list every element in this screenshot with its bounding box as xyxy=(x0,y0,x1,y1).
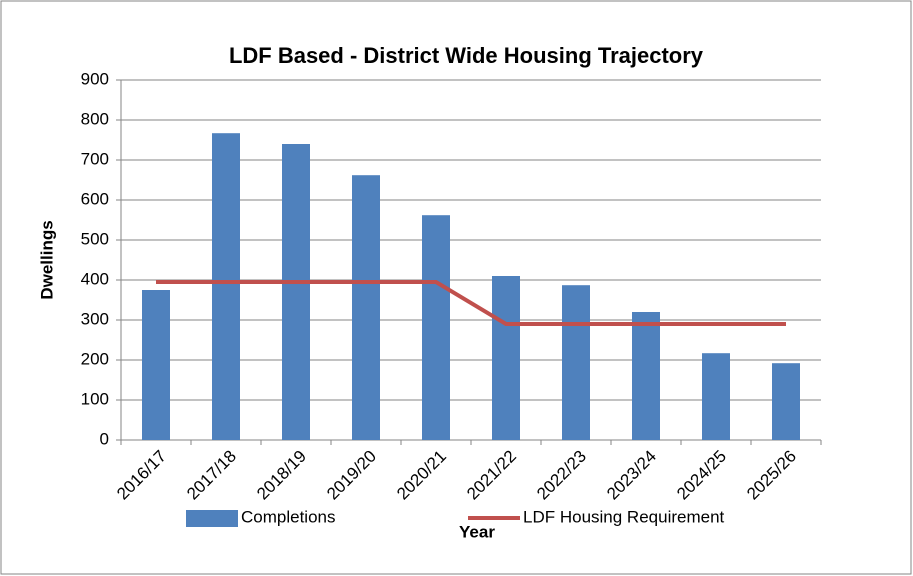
bar xyxy=(422,215,450,440)
x-axis-label: Year xyxy=(459,522,495,541)
bar xyxy=(632,312,660,440)
bar xyxy=(772,363,800,440)
y-tick-label: 0 xyxy=(100,429,109,448)
y-tick-label: 900 xyxy=(81,69,109,88)
bar xyxy=(142,290,170,440)
y-tick-label: 700 xyxy=(81,149,109,168)
legend-swatch xyxy=(186,510,238,527)
y-axis-label: Dwellings xyxy=(37,220,56,299)
line xyxy=(156,280,786,326)
bar xyxy=(492,276,520,440)
y-tick-label: 300 xyxy=(81,309,109,328)
legend-label: LDF Housing Requirement xyxy=(523,507,725,526)
legend-label: Completions xyxy=(241,507,336,526)
y-tick-label: 600 xyxy=(81,189,109,208)
y-tick-label: 100 xyxy=(81,389,109,408)
chart-title: LDF Based - District Wide Housing Trajec… xyxy=(229,43,704,68)
bar xyxy=(212,133,240,440)
y-tick-label: 400 xyxy=(81,269,109,288)
y-tick-label: 500 xyxy=(81,229,109,248)
bar xyxy=(282,144,310,440)
y-tick-label: 800 xyxy=(81,109,109,128)
y-tick-label: 200 xyxy=(81,349,109,368)
bar xyxy=(352,175,380,440)
bar xyxy=(702,353,730,440)
bar xyxy=(562,285,590,440)
